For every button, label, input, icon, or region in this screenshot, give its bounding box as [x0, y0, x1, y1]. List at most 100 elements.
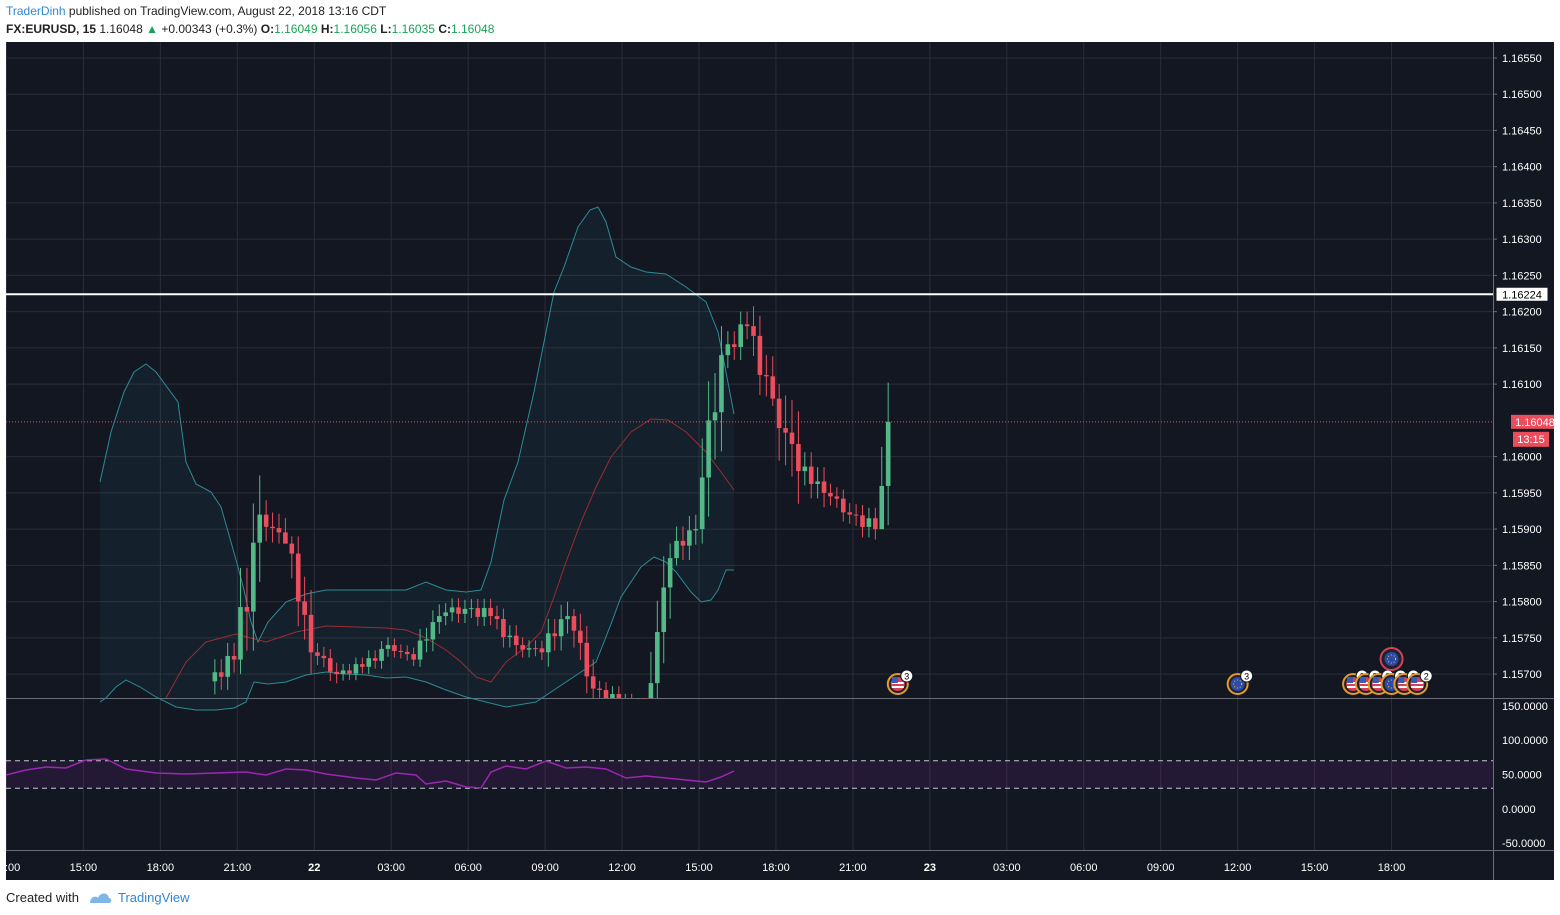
candle-body — [840, 498, 846, 513]
price-tick-label: 1.16450 — [1502, 125, 1542, 137]
eu-flag-icon[interactable]: 3 — [1226, 669, 1254, 695]
tradingview-logo-icon[interactable] — [88, 889, 112, 908]
eu-flag-icon[interactable] — [1379, 647, 1404, 671]
candle-body — [411, 654, 416, 660]
candle-body — [289, 543, 295, 554]
candle-body — [283, 532, 288, 544]
candle-body — [719, 355, 724, 413]
flag-canton — [1398, 677, 1405, 683]
flag-stripe — [1372, 686, 1385, 688]
time-tick-label: 15:00 — [1301, 862, 1329, 874]
time-tick-label: 23 — [924, 862, 936, 874]
candle-body — [776, 398, 782, 429]
price-tick-label: 1.16200 — [1502, 307, 1542, 319]
up-arrow-icon: ▲ — [146, 22, 158, 36]
candles[interactable] — [212, 306, 891, 700]
candle-body — [327, 658, 333, 672]
symbol-label[interactable]: FX:EURUSD, 15 — [6, 22, 97, 36]
us-flag-icon[interactable]: 3 — [886, 669, 914, 695]
candle-body — [238, 607, 243, 660]
economic-events[interactable]: 33223322 — [886, 647, 1433, 695]
time-tick-label: 09:00 — [531, 862, 559, 874]
candle-body — [398, 650, 404, 652]
candle-body — [360, 664, 365, 667]
candle-body — [565, 616, 570, 620]
candle-body — [661, 587, 667, 633]
price-axis[interactable]: 1.16550 1.16500 1.16450 1.16400 1.16350 1.163… — [1493, 53, 1548, 850]
chart-header: TraderDinh published on TradingView.com,… — [0, 0, 1560, 42]
bollinger-basis — [165, 418, 735, 699]
bollinger-lower — [99, 556, 734, 711]
candle-body — [764, 374, 769, 377]
oscillator-pane[interactable] — [5, 758, 1493, 789]
candle-body — [443, 612, 449, 617]
candle-body — [847, 512, 852, 515]
time-tick-label: 12:00 — [6, 862, 20, 874]
candle-body — [385, 645, 391, 649]
price-tick-label: 1.16300 — [1502, 234, 1542, 246]
candle-body — [321, 655, 327, 659]
author-link[interactable]: TraderDinh — [6, 4, 66, 18]
candle-body — [757, 335, 763, 375]
candle-body — [674, 540, 679, 559]
candle-body — [648, 683, 654, 698]
flag-stripe — [1347, 686, 1360, 688]
time-axis[interactable]: 0012:0015:0018:0021:002203:0006:0009:001… — [0, 862, 1406, 874]
flag-stars — [1233, 679, 1243, 689]
us-flag-icon[interactable]: 2 — [1406, 669, 1433, 695]
candle-body — [808, 466, 814, 484]
event-count: 2 — [1424, 672, 1429, 682]
candle-body — [610, 694, 615, 698]
candle-body — [494, 616, 500, 619]
candle-body — [257, 514, 263, 543]
candle-body — [616, 694, 622, 698]
price-tick-label: 1.16150 — [1502, 343, 1542, 355]
candle-body — [212, 672, 218, 682]
flag-fill — [1230, 677, 1245, 691]
flag-canton — [1372, 677, 1379, 683]
candle-body — [783, 428, 788, 433]
time-tick-label: 21:00 — [224, 862, 252, 874]
candle-body — [789, 432, 795, 444]
candle-body — [680, 540, 686, 546]
time-tick-label: 06:00 — [454, 862, 482, 874]
current-price-label: 1.16048 — [1515, 417, 1554, 429]
price-tick-label: 1.15950 — [1502, 488, 1542, 500]
price-tick-label: 1.15850 — [1502, 560, 1542, 572]
flag-stripe — [1398, 686, 1411, 688]
tradingview-link[interactable]: TradingView — [118, 890, 190, 905]
candle-body — [539, 648, 545, 653]
candle-body — [828, 492, 833, 497]
time-tick-label: 18:00 — [1378, 862, 1406, 874]
oscillator-band — [6, 760, 1493, 789]
candle-body — [712, 412, 718, 421]
price-lines[interactable]: 1.16224 1.16048 13:15 — [6, 286, 1559, 447]
candle-body — [353, 664, 359, 674]
candle-body — [853, 514, 859, 516]
candle-body — [706, 420, 711, 478]
candle-body — [731, 344, 737, 347]
price-tick-label: 1.15900 — [1502, 524, 1542, 536]
horizontal-line-tag — [1495, 286, 1549, 302]
candle-body — [590, 676, 596, 689]
candle-body — [879, 485, 885, 530]
candle-body — [475, 608, 481, 617]
candle-body — [347, 670, 352, 674]
candle-body — [526, 648, 532, 650]
oscillator-tick-label: 50.0000 — [1502, 770, 1542, 782]
oscillator-tick-label: 0.0000 — [1502, 804, 1536, 816]
symbol-line: FX:EURUSD, 15 1.16048 ▲ +0.00343 (+0.3%)… — [6, 22, 494, 36]
time-tick-label: 15:00 — [685, 862, 713, 874]
event-count-badge — [900, 669, 914, 683]
candle-body — [244, 607, 250, 612]
publish-line: TraderDinh published on TradingView.com,… — [6, 4, 386, 18]
candle-body — [340, 670, 346, 675]
time-tick-label: 06:00 — [1070, 862, 1098, 874]
candle-body — [315, 652, 320, 656]
candle-body — [667, 558, 673, 588]
candle-body — [802, 466, 808, 472]
price-tick-label: 1.16350 — [1502, 198, 1542, 210]
candle-body — [751, 326, 756, 336]
